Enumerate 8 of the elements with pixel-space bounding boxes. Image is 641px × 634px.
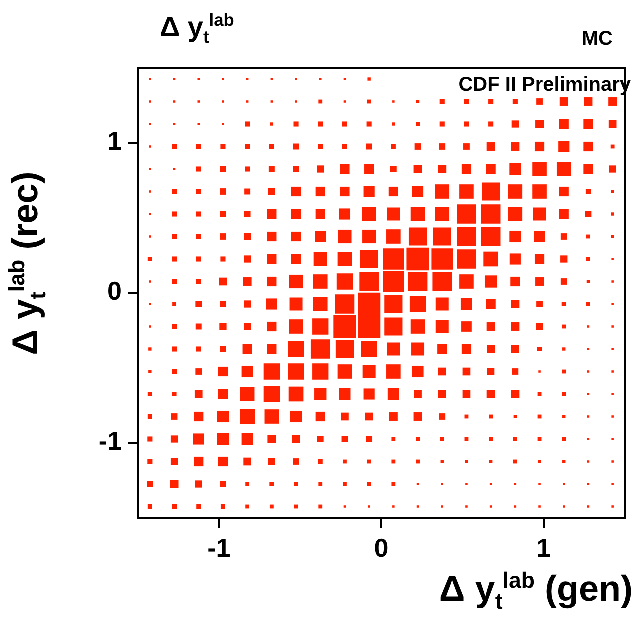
y-tick-label: 1 [108,126,122,156]
text: MC [582,28,613,51]
x-tick-label: 1 [536,532,552,563]
x-tick-label: 0 [374,532,389,563]
y-tick-label: 0 [108,276,122,306]
x-tick-label: -1 [208,532,231,563]
x-axis-title: Δ y$_{t}$$^{lab}$ (gen) [439,568,633,616]
y-tick-label: -1 [98,426,122,456]
